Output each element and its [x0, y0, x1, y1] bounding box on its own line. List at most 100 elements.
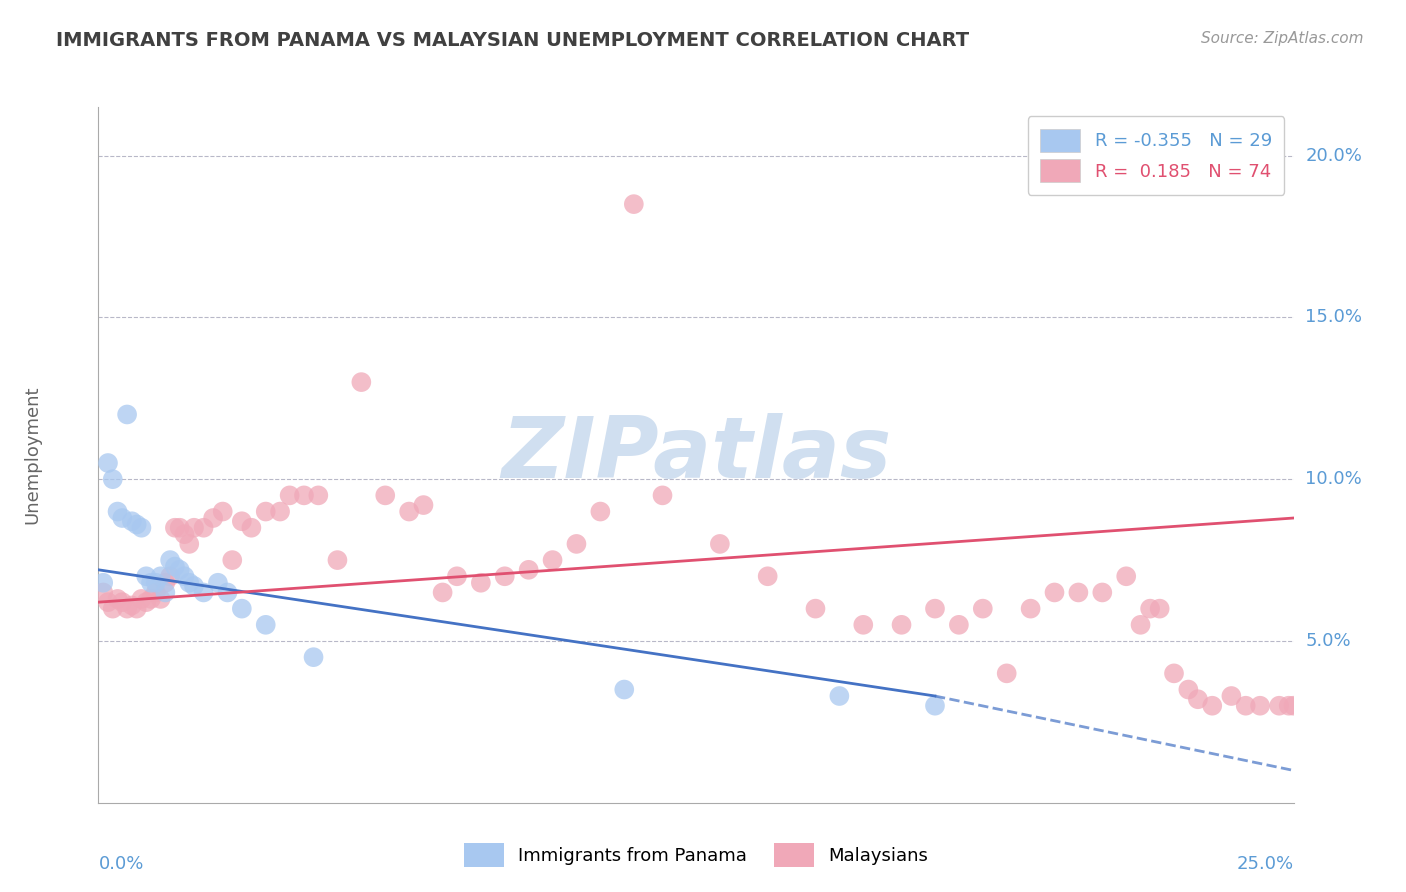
Point — [91, 585, 114, 599]
Text: Unemployment: Unemployment — [24, 385, 42, 524]
Text: 20.0%: 20.0% — [1305, 146, 1362, 165]
Point — [221, 553, 243, 567]
Point — [179, 537, 201, 551]
Point — [948, 617, 970, 632]
Point — [307, 488, 329, 502]
Point — [107, 504, 129, 518]
Point — [159, 553, 181, 567]
Point — [470, 575, 492, 590]
Point — [565, 537, 588, 551]
Text: 25.0%: 25.0% — [1236, 855, 1294, 872]
Point — [756, 569, 779, 583]
Point — [101, 472, 124, 486]
Point — [125, 601, 148, 615]
Point — [412, 498, 434, 512]
Point — [1282, 698, 1305, 713]
Point — [1149, 601, 1171, 615]
Point — [828, 689, 851, 703]
Point — [183, 521, 205, 535]
Point — [169, 521, 191, 535]
Text: ZIPatlas: ZIPatlas — [501, 413, 891, 497]
Point — [163, 521, 186, 535]
Point — [1091, 585, 1114, 599]
Point — [1043, 585, 1066, 599]
Point — [135, 569, 157, 583]
Point — [139, 575, 162, 590]
Point — [121, 599, 143, 613]
Point — [125, 517, 148, 532]
Point — [292, 488, 315, 502]
Point — [107, 591, 129, 606]
Text: 10.0%: 10.0% — [1305, 470, 1362, 488]
Point — [254, 617, 277, 632]
Point — [115, 408, 138, 422]
Point — [149, 591, 172, 606]
Point — [398, 504, 420, 518]
Point — [193, 585, 215, 599]
Point — [924, 698, 946, 713]
Point — [149, 569, 172, 583]
Point — [135, 595, 157, 609]
Point — [139, 591, 162, 606]
Text: 5.0%: 5.0% — [1305, 632, 1351, 650]
Point — [217, 585, 239, 599]
Point — [183, 579, 205, 593]
Point — [924, 601, 946, 615]
Point — [589, 504, 612, 518]
Point — [709, 537, 731, 551]
Point — [91, 575, 114, 590]
Point — [1187, 692, 1209, 706]
Point — [207, 575, 229, 590]
Point — [1019, 601, 1042, 615]
Point — [623, 197, 645, 211]
Point — [115, 601, 138, 615]
Point — [193, 521, 215, 535]
Point — [1268, 698, 1291, 713]
Point — [1234, 698, 1257, 713]
Point — [517, 563, 540, 577]
Point — [326, 553, 349, 567]
Point — [163, 559, 186, 574]
Point — [155, 575, 177, 590]
Point — [111, 511, 134, 525]
Point — [269, 504, 291, 518]
Point — [145, 575, 167, 590]
Point — [446, 569, 468, 583]
Point — [613, 682, 636, 697]
Point — [1220, 689, 1243, 703]
Point — [972, 601, 994, 615]
Point — [651, 488, 673, 502]
Point — [131, 591, 153, 606]
Point — [350, 375, 373, 389]
Point — [240, 521, 263, 535]
Point — [804, 601, 827, 615]
Point — [1129, 617, 1152, 632]
Point — [159, 569, 181, 583]
Text: 15.0%: 15.0% — [1305, 309, 1362, 326]
Point — [179, 575, 201, 590]
Point — [1278, 698, 1301, 713]
Point — [541, 553, 564, 567]
Text: Source: ZipAtlas.com: Source: ZipAtlas.com — [1201, 31, 1364, 46]
Point — [155, 585, 177, 599]
Point — [852, 617, 875, 632]
Point — [169, 563, 191, 577]
Point — [111, 595, 134, 609]
Point — [97, 456, 120, 470]
Point — [231, 514, 253, 528]
Point — [1139, 601, 1161, 615]
Point — [995, 666, 1018, 681]
Legend: Immigrants from Panama, Malaysians: Immigrants from Panama, Malaysians — [457, 836, 935, 874]
Point — [101, 601, 124, 615]
Point — [97, 595, 120, 609]
Point — [145, 585, 167, 599]
Point — [131, 521, 153, 535]
Point — [1249, 698, 1271, 713]
Point — [278, 488, 301, 502]
Point — [1177, 682, 1199, 697]
Text: 0.0%: 0.0% — [98, 855, 143, 872]
Point — [173, 527, 195, 541]
Point — [432, 585, 454, 599]
Point — [1296, 682, 1319, 697]
Text: IMMIGRANTS FROM PANAMA VS MALAYSIAN UNEMPLOYMENT CORRELATION CHART: IMMIGRANTS FROM PANAMA VS MALAYSIAN UNEM… — [56, 31, 969, 50]
